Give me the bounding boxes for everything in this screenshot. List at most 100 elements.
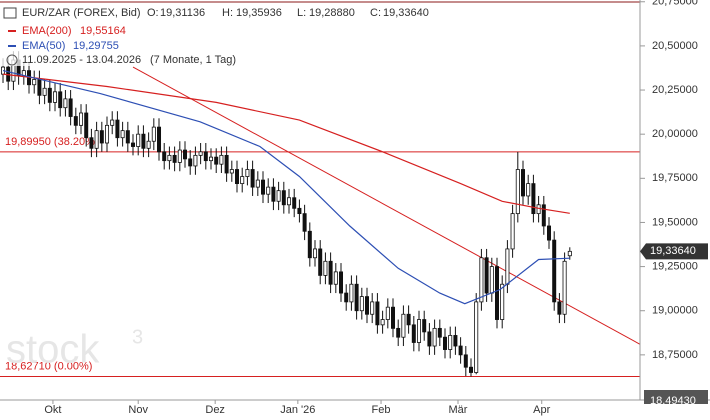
candle-body (214, 156, 219, 165)
candle-body (229, 169, 234, 174)
y-tick-label: 19,50000 (652, 216, 698, 228)
candle-body (42, 87, 47, 96)
ema-line (2, 73, 570, 214)
candle-body (32, 79, 37, 86)
y-tick-label: 20,50000 (652, 40, 698, 52)
candle-body (302, 213, 307, 232)
ohlc-value: 19,35936 (236, 7, 282, 19)
candle-body (235, 169, 240, 185)
candle-body (500, 283, 505, 320)
candle-body (547, 225, 552, 241)
candle-body (521, 169, 526, 197)
candle-body (79, 112, 84, 126)
y-tick-label: 18,75000 (652, 349, 698, 361)
candle-body (505, 248, 510, 285)
candle-body (380, 319, 385, 326)
candle-body (120, 130, 125, 139)
candle-body (495, 266, 500, 320)
candle-body (271, 186, 276, 202)
x-tick-label: Feb (372, 404, 391, 416)
candle-body (276, 190, 281, 202)
candle-body (526, 183, 531, 197)
date-range: 11.09.2025 - 13.04.2026 (22, 54, 141, 66)
candle-body (255, 179, 260, 188)
x-tick-label: Jan '26 (280, 404, 315, 416)
candle-body (489, 266, 494, 294)
candle-body (224, 154, 229, 174)
candle-body (375, 301, 380, 326)
candle-body (448, 335, 453, 350)
candle-body (427, 331, 432, 347)
y-tick-label: 20,75000 (652, 0, 698, 8)
candle-body (177, 149, 182, 163)
candle-body (328, 260, 333, 285)
candle-body (146, 140, 151, 149)
candle-body (287, 197, 292, 206)
ohlc-key: O: (147, 7, 159, 19)
candle-body (53, 91, 58, 103)
candle-body (339, 271, 344, 294)
candle-body (157, 126, 162, 153)
candle-body (463, 354, 468, 368)
candle-body (318, 248, 323, 276)
candle-body (313, 248, 318, 259)
candle-body (151, 126, 156, 142)
candle-body (209, 156, 214, 162)
candle-body (58, 91, 63, 109)
x-tick-label: Apr (533, 404, 550, 416)
candle-body (365, 296, 370, 315)
candle-body (110, 119, 115, 126)
level-label: 18,62710 (0.00%) (5, 360, 92, 372)
level-label: 19,89950 (38.20%) (5, 136, 99, 148)
axis-min-box (644, 390, 708, 404)
icon (3, 7, 17, 19)
candle-body (297, 207, 302, 215)
watermark-sup: 3 (132, 326, 143, 348)
candle-body (411, 324, 416, 343)
candle-body (458, 345, 463, 356)
candle-body (510, 213, 515, 250)
candle-body (167, 154, 172, 162)
candle-body (417, 319, 422, 343)
candle-body (183, 149, 188, 160)
candle-body (261, 179, 266, 195)
candle-body (84, 112, 89, 139)
x-tick-label: Dez (205, 404, 225, 416)
candle-body (391, 306, 396, 329)
y-tick-label: 19,75000 (652, 172, 698, 184)
x-tick-label: Nov (128, 404, 148, 416)
candle-body (162, 151, 167, 162)
price-tag (640, 243, 708, 260)
candle-body (73, 116, 78, 126)
x-tick-label: Okt (44, 404, 61, 416)
legend-value: 19,55164 (80, 25, 126, 37)
ohlc-key: L: (297, 7, 306, 19)
candle-body (422, 319, 427, 333)
candle-body (474, 301, 479, 373)
candle-body (567, 250, 572, 257)
candle-body (536, 204, 541, 215)
candle-body (203, 151, 208, 162)
candle-body (219, 154, 224, 165)
candle-body (245, 169, 250, 177)
ohlc-value: 19,28880 (309, 7, 355, 19)
candle-body (250, 169, 255, 188)
candle-body (292, 197, 297, 209)
candle-body (443, 336, 448, 350)
candle-body (115, 119, 120, 139)
y-tick-label: 20,00000 (652, 128, 698, 140)
clock-icon (6, 54, 18, 66)
candle-body (172, 154, 177, 163)
y-tick-label: 19,00000 (652, 305, 698, 317)
candle-body (193, 154, 198, 167)
candle-body (307, 230, 312, 259)
candle-body (557, 301, 562, 315)
candle-body (370, 301, 375, 315)
candle-body (401, 313, 406, 338)
candle-body (359, 296, 364, 312)
candle-body (47, 87, 52, 103)
candle-body (437, 327, 442, 338)
candle-body (552, 239, 557, 303)
